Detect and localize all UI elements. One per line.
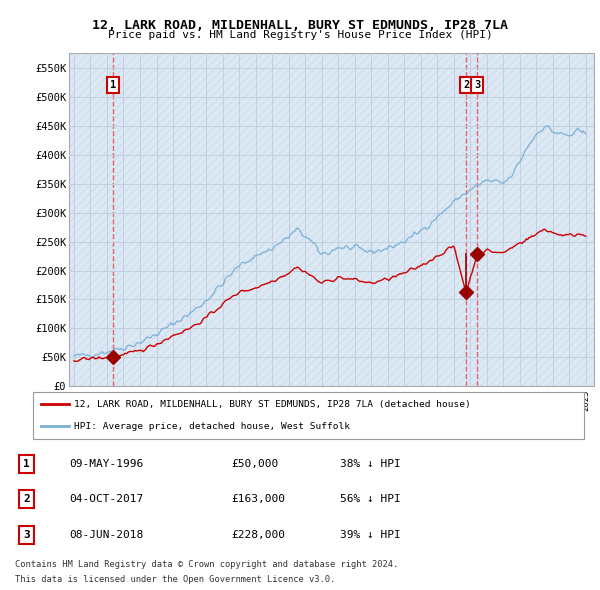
Text: HPI: Average price, detached house, West Suffolk: HPI: Average price, detached house, West… <box>74 422 350 431</box>
Text: £50,000: £50,000 <box>231 458 278 468</box>
Text: 3: 3 <box>475 80 481 90</box>
Text: 2: 2 <box>23 494 30 504</box>
Text: Contains HM Land Registry data © Crown copyright and database right 2024.: Contains HM Land Registry data © Crown c… <box>15 560 398 569</box>
Text: 09-MAY-1996: 09-MAY-1996 <box>70 458 144 468</box>
Text: 2: 2 <box>463 80 469 90</box>
Text: This data is licensed under the Open Government Licence v3.0.: This data is licensed under the Open Gov… <box>15 575 335 584</box>
Text: 3: 3 <box>23 530 30 540</box>
Text: 38% ↓ HPI: 38% ↓ HPI <box>340 458 401 468</box>
Text: 1: 1 <box>110 80 116 90</box>
Text: 12, LARK ROAD, MILDENHALL, BURY ST EDMUNDS, IP28 7LA (detached house): 12, LARK ROAD, MILDENHALL, BURY ST EDMUN… <box>74 400 471 409</box>
Text: 08-JUN-2018: 08-JUN-2018 <box>70 530 144 540</box>
Text: £163,000: £163,000 <box>231 494 285 504</box>
FancyBboxPatch shape <box>33 392 584 438</box>
Text: 39% ↓ HPI: 39% ↓ HPI <box>340 530 401 540</box>
Text: £228,000: £228,000 <box>231 530 285 540</box>
Text: 04-OCT-2017: 04-OCT-2017 <box>70 494 144 504</box>
Text: 12, LARK ROAD, MILDENHALL, BURY ST EDMUNDS, IP28 7LA: 12, LARK ROAD, MILDENHALL, BURY ST EDMUN… <box>92 19 508 32</box>
Text: 56% ↓ HPI: 56% ↓ HPI <box>340 494 401 504</box>
Text: 1: 1 <box>23 458 30 468</box>
Text: Price paid vs. HM Land Registry's House Price Index (HPI): Price paid vs. HM Land Registry's House … <box>107 30 493 40</box>
